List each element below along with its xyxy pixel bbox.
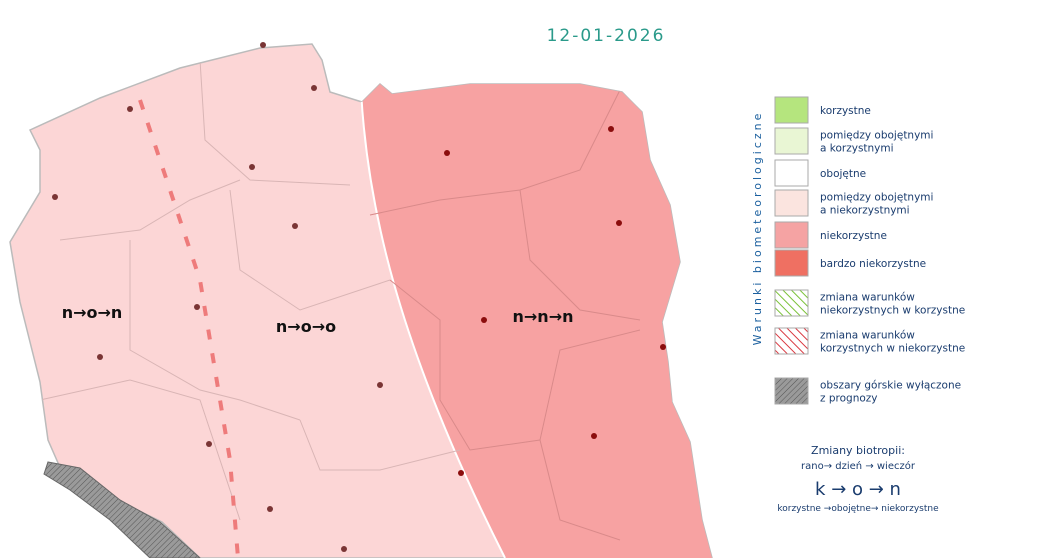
biotropy: Zmiany biotropii: rano→ dzień → wieczór … [777,444,939,514]
region-label: n→n→n [513,307,574,326]
legend-swatch [774,377,809,405]
legend-label: bardzo niekorzystne [820,258,926,270]
legend-swatch [774,289,809,317]
legend-label: pomiędzy obojętnymi [820,192,933,204]
legend-swatch [774,249,809,277]
biotropy-title: Zmiany biotropii: [811,444,905,457]
region-label: n→o→o [276,317,336,336]
biotropy-times: rano→ dzień → wieczór [801,460,916,472]
legend-swatch [774,327,809,355]
biotropy-example: k → o → n [815,479,901,500]
legend-label: niekorzystne [820,230,887,242]
date: 12-01-2026 [547,26,666,46]
legend-swatch [774,96,809,124]
legend-label: z prognozy [820,393,878,405]
legend-label: zmiana warunków [820,292,915,304]
legend-swatch [774,221,809,249]
legend-swatch [774,159,809,187]
legend-label: korzystnych w niekorzystne [820,343,965,355]
legend-label: korzystne [820,105,871,117]
legend-label: obszary górskie wyłączone [820,380,961,392]
legend-title: Warunki biometeorologiczne [751,111,764,346]
legend-label: pomiędzy obojętnymi [820,130,933,142]
biotropy-meaning: korzystne →obojętne→ niekorzystne [777,504,939,514]
legend-swatch [774,127,809,155]
legend-label: a niekorzystnymi [820,205,910,217]
region-label: n→o→n [62,303,123,322]
legend-label: a korzystnymi [820,143,894,155]
legend-label: niekorzystnych w korzystne [820,305,965,317]
legend-swatch [774,189,809,217]
map: n→o→n n→o→o n→n→n [9,42,713,558]
legend-label: obojętne [820,168,866,180]
legend-label: zmiana warunków [820,330,915,342]
